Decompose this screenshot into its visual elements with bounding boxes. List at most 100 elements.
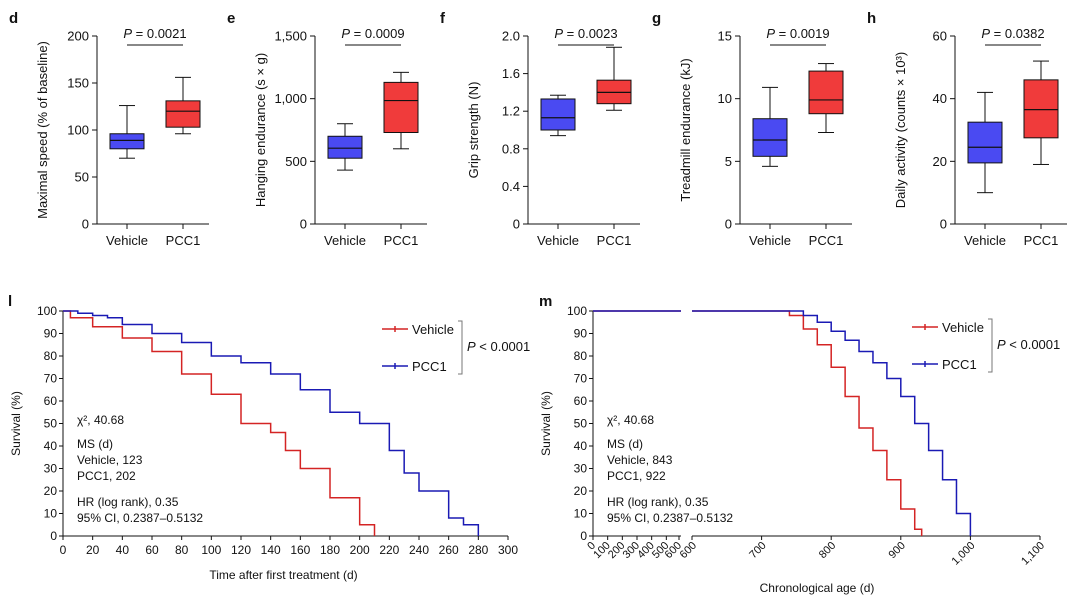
panel-letter-f: f	[440, 10, 446, 27]
y-axis-label: Treadmill endurance (kJ)	[678, 58, 693, 201]
box-iqr	[540, 98, 576, 131]
survival-panel-m: m010203040506070809010001002003004005006…	[539, 293, 1060, 595]
x-tick-label: 260	[439, 543, 459, 557]
x-tick-label: PCC1	[166, 233, 201, 248]
box-vehicle	[967, 91, 1003, 194]
y-tick-label: 60	[44, 394, 58, 408]
x-tick-label: 280	[468, 543, 488, 557]
box-panel-d: d 0 50 100 150 200 Maximal speed (% of baselin…	[9, 10, 209, 248]
y-tick-label: 90	[44, 327, 58, 341]
x-tick-label: PCC1	[597, 233, 632, 248]
y-tick-label: 80	[574, 349, 588, 363]
y-tick-label: 80	[44, 349, 58, 363]
box-iqr	[109, 133, 145, 150]
y-tick-label: 70	[574, 372, 588, 386]
y-tick-label: 0	[82, 217, 89, 232]
stat-text-5: 95% CI, 0.2387–0.5132	[607, 511, 733, 525]
stat-text-4: HR (log rank), 0.35	[77, 495, 179, 509]
box-panel-e: e 0 500 1,000 1,500 Hanging endurance (s × g)…	[227, 10, 427, 248]
x-tick-label: 600	[678, 540, 699, 561]
y-tick-label: 5	[725, 154, 732, 169]
x-tick-label: 160	[290, 543, 310, 557]
survival-curve-pcc1	[63, 310, 480, 536]
y-tick-label: 100	[67, 123, 89, 138]
y-tick-label: 50	[574, 417, 588, 431]
y-tick-label: 50	[44, 417, 58, 431]
stat-text-1: MS (d)	[607, 437, 643, 451]
x-tick-label: 180	[320, 543, 340, 557]
x-tick-label: PCC1	[809, 233, 844, 248]
y-tick-label: 40	[44, 439, 58, 453]
legend-label-vehicle: Vehicle	[942, 320, 984, 335]
x-tick-label: 20	[86, 543, 100, 557]
x-tick-label: 700	[747, 540, 768, 561]
y-tick-label: 1.2	[502, 104, 520, 119]
x-tick-label: Vehicle	[537, 233, 579, 248]
y-tick-label: 100	[37, 304, 57, 318]
x-tick-label: Vehicle	[324, 233, 366, 248]
x-tick-label: 1,000	[950, 540, 978, 568]
y-tick-label: 40	[574, 439, 588, 453]
x-tick-label: PCC1	[384, 233, 419, 248]
y-tick-label: 30	[574, 462, 588, 476]
x-tick-label: Vehicle	[749, 233, 791, 248]
y-axis-label: Daily activity (counts × 10³)	[893, 52, 908, 208]
box-iqr	[967, 121, 1003, 164]
stat-text-2: Vehicle, 123	[77, 453, 143, 467]
x-tick-label: 800	[817, 540, 838, 561]
y-tick-label: 1,500	[274, 29, 307, 44]
box-vehicle	[752, 86, 788, 167]
x-tick-label: 0	[60, 543, 67, 557]
x-axis-label: Time after first treatment (d)	[209, 568, 357, 582]
box-vehicle	[109, 105, 145, 159]
box-pcc1	[383, 71, 419, 150]
y-tick-label: 10	[574, 507, 588, 521]
y-tick-label: 200	[67, 29, 89, 44]
x-tick-label: 60	[145, 543, 159, 557]
panel-letter-e: e	[227, 10, 235, 27]
y-axis-label: Hanging endurance (s × g)	[253, 53, 268, 207]
box-iqr	[383, 81, 419, 134]
x-tick-label: 1,100	[1019, 540, 1047, 568]
y-tick-label: 20	[933, 154, 947, 169]
y-axis-label: Grip strength (N)	[466, 82, 481, 179]
x-tick-label: 300	[498, 543, 518, 557]
box-panel-g: g 0 5 10 15 Treadmill endurance (kJ) Vehicle PC…	[652, 10, 852, 248]
stat-text-1: MS (d)	[77, 437, 113, 451]
box-panel-h: h 0 20 40 60 Daily activity (counts × 10³) Veh…	[867, 10, 1067, 248]
x-tick-label: 220	[379, 543, 399, 557]
panel-letter-m: m	[539, 293, 552, 310]
legend-p-value: P < 0.0001	[467, 339, 530, 354]
y-tick-label: 0	[300, 217, 307, 232]
box-pcc1	[596, 46, 632, 111]
box-iqr	[165, 100, 201, 128]
x-tick-label: 40	[116, 543, 130, 557]
panel-letter-d: d	[9, 10, 18, 27]
y-tick-label: 30	[44, 462, 58, 476]
stat-text-3: PCC1, 202	[77, 469, 136, 483]
y-tick-label: 50	[75, 170, 89, 185]
box-pcc1	[808, 63, 844, 134]
y-tick-label: 20	[44, 484, 58, 498]
x-tick-label: Vehicle	[964, 233, 1006, 248]
box-iqr	[1023, 79, 1059, 139]
x-tick-label: Vehicle	[106, 233, 148, 248]
x-tick-label: PCC1	[1024, 233, 1059, 248]
y-tick-label: 90	[574, 327, 588, 341]
legend-bracket	[988, 318, 993, 373]
y-tick-label: 10	[718, 91, 732, 106]
survival-panel-l: l 0 10 20 30 40 50 60 70 80 90 100 0 20 40 60 80 100 120 14…	[8, 293, 530, 582]
legend-bracket	[458, 320, 463, 375]
y-tick-label: 1.6	[502, 66, 520, 81]
y-tick-label: 0.4	[502, 179, 520, 194]
y-tick-label: 70	[44, 372, 58, 386]
y-tick-label: 20	[574, 484, 588, 498]
x-tick-label: 140	[261, 543, 281, 557]
legend-label-pcc1: PCC1	[942, 357, 977, 372]
stat-text-3: PCC1, 922	[607, 469, 666, 483]
survival-curve-pcc1	[593, 310, 972, 536]
y-tick-label: 100	[567, 304, 587, 318]
y-tick-label: 150	[67, 76, 89, 91]
stat-text-0: χ², 40.68	[607, 413, 654, 427]
